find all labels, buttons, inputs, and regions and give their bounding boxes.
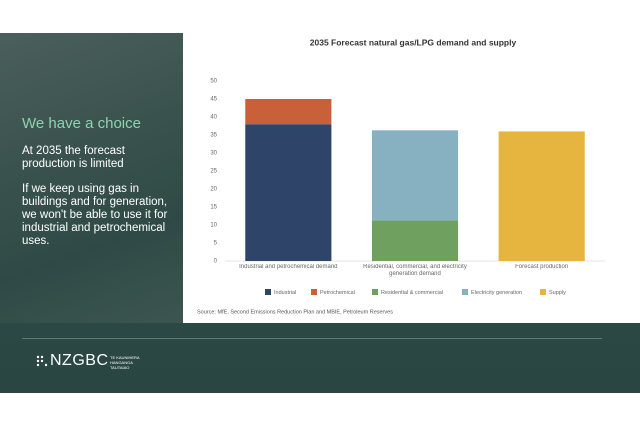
heading: We have a choice <box>22 115 141 132</box>
bar-segment <box>371 220 459 261</box>
y-tick-label: 45 <box>210 97 217 103</box>
y-tick-label: 40 <box>210 115 217 121</box>
y-tick-label: 0 <box>214 259 218 265</box>
bar-segment <box>245 124 332 261</box>
y-tick-label: 50 <box>210 79 217 85</box>
y-tick-label: 25 <box>210 169 217 175</box>
y-tick-label: 15 <box>210 205 217 211</box>
y-tick-label: 20 <box>210 187 217 193</box>
legend-label: Petrochemical <box>320 290 355 296</box>
y-tick-label: 5 <box>214 241 218 247</box>
x-tick-label: Residential, commercial, and electricity… <box>363 264 467 277</box>
paragraph: At 2035 the forecast production is limit… <box>22 145 125 170</box>
legend-swatch <box>462 289 468 295</box>
source-note: Source: MfE, Second Emissions Reduction … <box>197 309 393 315</box>
legend-swatch <box>265 289 271 295</box>
bar-segment <box>498 131 585 261</box>
chart-title: 2035 Forecast natural gas/LPG demand and… <box>310 37 517 47</box>
y-tick-label: 10 <box>210 223 217 229</box>
bar-segment <box>245 99 332 125</box>
bar-segment <box>371 130 459 221</box>
x-tick-label: Industrial and petrochemical demand <box>239 264 338 270</box>
legend-swatch <box>372 289 378 295</box>
legend-label: Industrial <box>274 290 296 296</box>
photo-panel: We have a choice At 2035 the forecast pr… <box>0 33 183 323</box>
logo-tagline: TE KAUNIHERA HANGANGA TAUTAIAO <box>110 355 140 370</box>
x-tick-label-box: Industrial and petrochemical demand <box>239 264 338 270</box>
legend-swatch <box>311 289 317 295</box>
logo-icon <box>36 355 48 367</box>
y-tick-label: 30 <box>210 151 217 157</box>
divider <box>22 338 602 339</box>
x-tick-label-box: Residential, commercial, and electricity… <box>363 264 467 277</box>
legend-label: Supply <box>549 290 566 296</box>
y-tick-label: 35 <box>210 133 217 139</box>
paragraph: If we keep using gas in buildings and fo… <box>22 183 168 247</box>
legend-label: Electricity generation <box>471 290 522 296</box>
legend-swatch <box>540 289 546 295</box>
x-tick-label: Forecast production <box>515 264 569 270</box>
x-tick-label-box: Forecast production <box>515 264 569 270</box>
legend-label: Residential & commercial <box>381 290 443 296</box>
logo: NZGBC <box>50 352 109 369</box>
